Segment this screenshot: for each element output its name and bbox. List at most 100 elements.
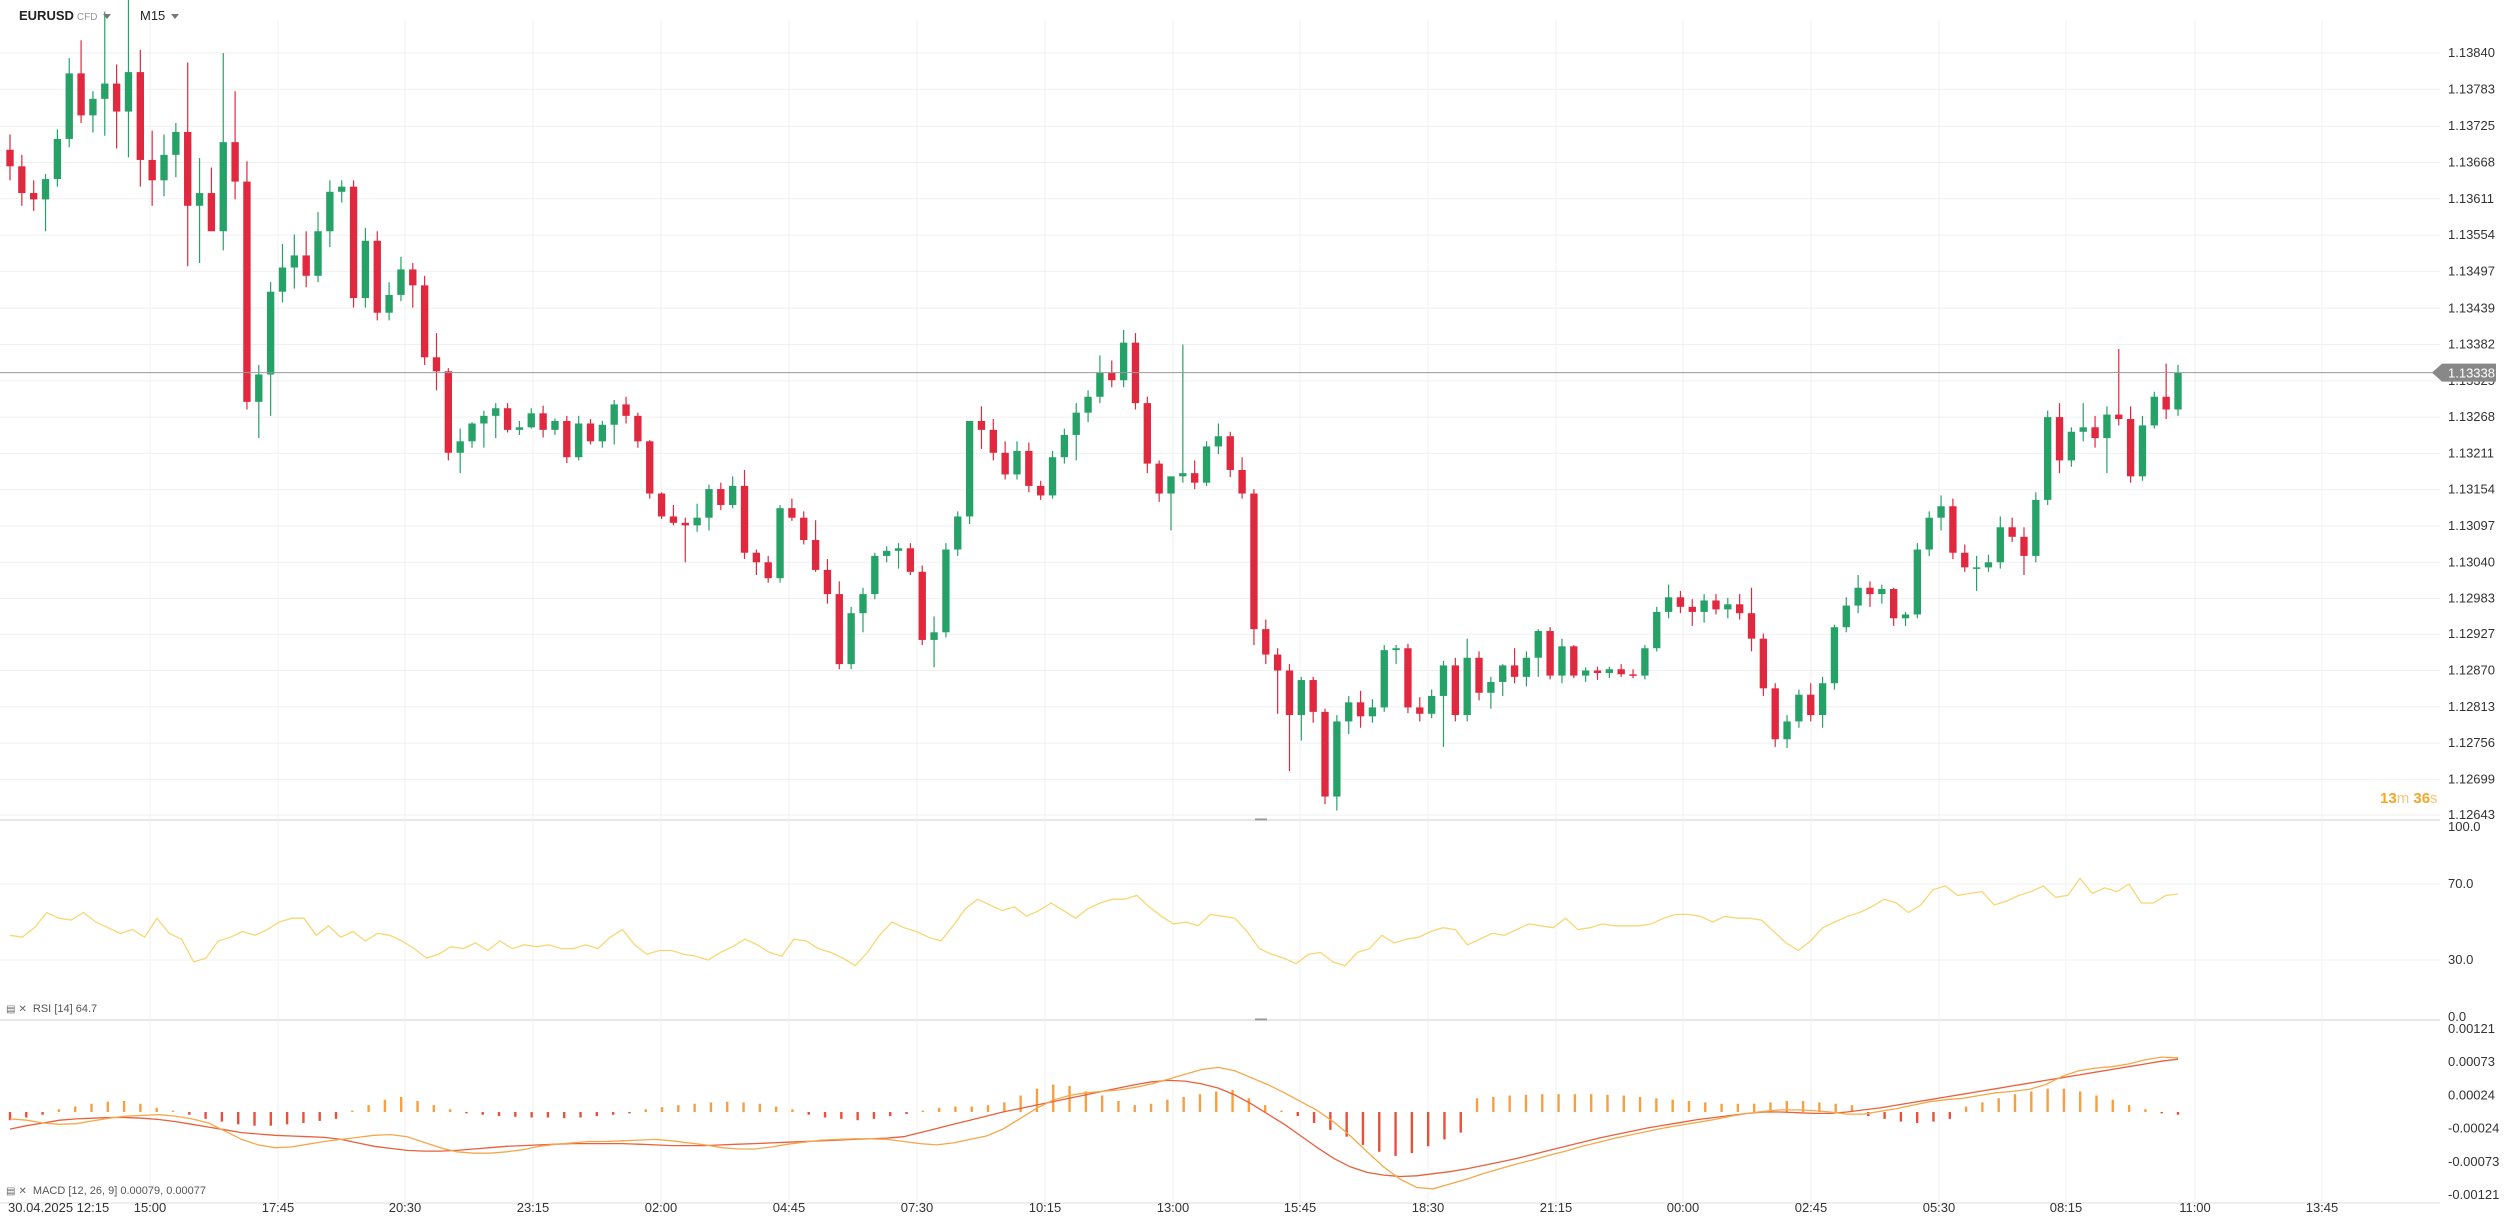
macd-histogram-bar xyxy=(791,1109,794,1112)
candle-body xyxy=(1996,527,2004,563)
candle xyxy=(432,333,441,391)
macd-histogram-bar xyxy=(1149,1103,1153,1112)
candle-body xyxy=(681,522,689,526)
macd-histogram-bar xyxy=(840,1112,843,1119)
candle xyxy=(1392,645,1400,665)
candle xyxy=(693,503,701,532)
candle-body xyxy=(2067,431,2076,461)
candle-body xyxy=(373,240,381,313)
candle xyxy=(2150,391,2158,429)
macd-histogram-bar xyxy=(2160,1112,2163,1114)
macd-histogram-bar xyxy=(285,1112,289,1125)
rsi-tick-label: 0.0 xyxy=(2448,1009,2466,1024)
macd-histogram-bar xyxy=(2046,1088,2049,1112)
candle xyxy=(2162,363,2170,420)
rsi-series xyxy=(9,877,2179,967)
candle xyxy=(657,492,666,519)
candle-body xyxy=(231,142,239,182)
candle xyxy=(2020,527,2028,576)
candle xyxy=(942,543,950,638)
price-tick-label: 1.12699 xyxy=(2448,771,2495,786)
price-badge-shape xyxy=(2432,363,2496,382)
macd-histogram-bar xyxy=(416,1101,419,1112)
candle-body xyxy=(2174,372,2182,410)
candle xyxy=(219,53,227,251)
price-tick-label: 1.13040 xyxy=(2448,554,2495,569)
macd-histogram-bar xyxy=(644,1109,647,1112)
candle-body xyxy=(1818,683,1827,716)
macd-histogram-bar xyxy=(1785,1101,1788,1112)
candle-body xyxy=(207,193,216,232)
macd-tick-label: -0.00121 xyxy=(2448,1187,2499,1202)
macd-histogram-bar xyxy=(1915,1112,1919,1123)
candle xyxy=(385,282,393,321)
timeframe-label: M15 xyxy=(140,8,166,23)
candle-body xyxy=(2138,425,2147,477)
close-icon[interactable]: ✕ xyxy=(18,1004,27,1015)
candle xyxy=(1214,423,1223,455)
macd-histogram-bar xyxy=(1215,1091,1218,1112)
candle xyxy=(124,0,133,158)
candle xyxy=(1605,666,1614,679)
macd-histogram-bar xyxy=(1247,1098,1251,1112)
candle-body xyxy=(1025,450,1033,486)
candle xyxy=(1795,689,1803,728)
candle xyxy=(1202,441,1211,486)
candle xyxy=(800,511,808,545)
macd-histogram-bar xyxy=(693,1103,696,1112)
candle-body xyxy=(1759,638,1768,689)
settings-icon[interactable]: ▤ xyxy=(6,1186,16,1197)
settings-icon[interactable]: ▤ xyxy=(6,1004,16,1015)
candle-body xyxy=(1510,665,1519,677)
candle xyxy=(1427,689,1436,719)
macd-histogram-bar xyxy=(351,1110,354,1112)
candle xyxy=(2103,406,2111,474)
macd-histogram-bar xyxy=(432,1105,436,1112)
candle-body xyxy=(492,408,500,416)
rsi-tick-label: 30.0 xyxy=(2448,952,2473,967)
candle xyxy=(1771,683,1779,747)
candle xyxy=(112,64,121,149)
candle xyxy=(2115,349,2123,426)
macd-histogram-bar xyxy=(1329,1112,1332,1130)
candle xyxy=(255,364,263,439)
macd-histogram-bar xyxy=(677,1105,680,1112)
candle-body xyxy=(2126,419,2135,477)
macd-histogram-bar xyxy=(448,1109,452,1112)
macd-histogram-bar xyxy=(1459,1112,1462,1133)
price-tick-label: 1.12870 xyxy=(2448,662,2495,677)
rsi-line xyxy=(9,877,2179,967)
candle-body xyxy=(586,423,595,442)
candle-body xyxy=(1427,695,1436,714)
candle xyxy=(1688,599,1696,626)
rsi-indicator-label[interactable]: ▤ ✕ RSI [14] 64.7 xyxy=(6,1003,98,1015)
candle-body xyxy=(894,548,903,551)
macd-histogram-bar xyxy=(1557,1094,1560,1112)
candle-body xyxy=(1048,457,1057,496)
candle-body xyxy=(1475,657,1483,693)
symbol-selector[interactable]: EURUSD CFD xyxy=(19,8,112,23)
candle-body xyxy=(1060,434,1069,458)
candle xyxy=(539,405,547,438)
candle xyxy=(1155,460,1163,502)
candle-body xyxy=(1404,648,1412,708)
price-tick-label: 1.13097 xyxy=(2448,518,2495,533)
candle xyxy=(2079,403,2087,442)
macd-histogram-bar xyxy=(2176,1112,2180,1115)
macd-indicator-label[interactable]: ▤ ✕ MACD [12, 26, 9] 0.00079, 0.00077 xyxy=(6,1185,207,1197)
candle xyxy=(1984,554,1993,572)
macd-histogram-bar xyxy=(905,1112,908,1115)
close-icon[interactable]: ✕ xyxy=(18,1186,27,1197)
candle-body xyxy=(480,415,488,424)
macd-histogram-bar xyxy=(1394,1112,1397,1156)
candle-body xyxy=(1167,476,1175,494)
candle-body xyxy=(693,517,701,526)
timeframe-selector[interactable]: M15 xyxy=(140,8,180,23)
candle-body xyxy=(1961,552,1969,568)
candle xyxy=(1712,594,1720,615)
macd-histogram-bar xyxy=(2062,1088,2066,1112)
macd-histogram-bar xyxy=(1899,1112,1903,1122)
candle-body xyxy=(1333,721,1341,797)
macd-histogram-bar xyxy=(1850,1105,1854,1112)
